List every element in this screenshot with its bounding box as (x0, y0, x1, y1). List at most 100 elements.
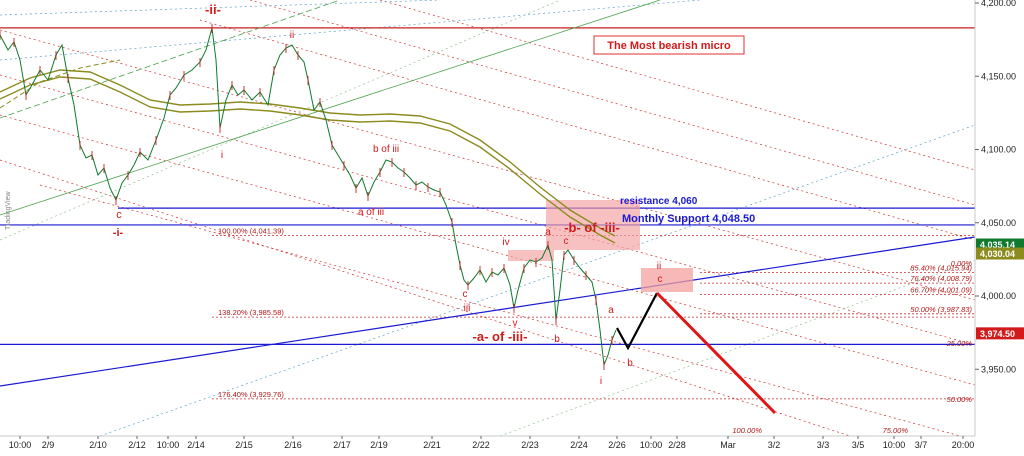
fib-label-5: 66.70% (4,001.09) (910, 285, 972, 294)
fib-label-4: 76.40% (4,008.79) (910, 274, 972, 283)
wave-label-4: -i- (113, 227, 124, 239)
wave-label-8: a (545, 227, 551, 238)
time-tick-6: 2/15 (235, 440, 253, 450)
price-badge-bg-2 (976, 327, 1024, 340)
wave-label-1: ii (290, 30, 294, 41)
wave-label-10: -b- of -iii- (564, 220, 620, 235)
time-tick-12: 2/23 (521, 440, 539, 450)
channel-label-2: 50.00% (947, 395, 973, 404)
wave-label-2: i (221, 150, 223, 161)
channel-line-5 (249, 0, 976, 206)
price-badge-bg-1 (976, 247, 1024, 260)
price-candles-down (0, 24, 613, 370)
wave-label-20: c (658, 274, 663, 285)
channel-line-11 (0, 0, 561, 241)
time-tick-13: 2/24 (570, 440, 588, 450)
price-tick-1: 4,150.00 (981, 71, 1016, 81)
channel-line-3 (39, 184, 976, 441)
wave-label-6: a of iii (358, 207, 384, 218)
chart-title: The Most bearish micro (607, 40, 731, 52)
time-tick-18: 3/2 (768, 440, 781, 450)
time-tick-8: 2/17 (333, 440, 351, 450)
time-tick-20: 3/5 (852, 440, 865, 450)
zone-b-of-iii[interactable] (546, 200, 640, 250)
wave-label-0: -ii- (205, 2, 221, 17)
moving-average-line[interactable] (0, 69, 616, 237)
time-tick-19: 3/3 (817, 440, 830, 450)
time-tick-23: 20:00 (952, 440, 975, 450)
wave-label-15: b (554, 334, 560, 345)
time-tick-15: 10:00 (640, 440, 663, 450)
fib-labels: 100.00% (4,041.39) 138.20% (3,985.58) 176.… (218, 226, 972, 399)
price-series[interactable] (0, 27, 617, 366)
wave-label-12: iii (464, 303, 471, 314)
channel-label-3: 75.00% (883, 426, 909, 435)
price-badges: 4,035.144,030.04 3,974.50 (976, 238, 1024, 340)
fib-label-2: 176.40% (3,929.76) (218, 390, 284, 399)
wave-label-16: a (608, 305, 614, 316)
rising-blue-trendline[interactable] (0, 236, 976, 387)
price-badge-0: 4,035.14 (980, 240, 1015, 250)
projection-red[interactable] (655, 291, 777, 415)
fib-label-1: 138.20% (3,985.58) (218, 308, 284, 317)
fib-label-3: 85.40% (4,015.94) (910, 264, 972, 273)
zone-ii[interactable] (641, 268, 693, 292)
time-tick-21: 10:00 (883, 440, 906, 450)
price-tick-5: 3,950.00 (981, 364, 1016, 374)
channel-line-0 (0, 29, 976, 301)
price-tick-0: 4,200.00 (981, 0, 1016, 8)
price-axis[interactable] (975, 0, 1024, 451)
resistance-label: resistance 4,060 (620, 196, 698, 207)
time-tick-10: 2/21 (423, 440, 441, 450)
time-tick-1: 2/9 (42, 440, 55, 450)
time-tick-0: 10:00 (9, 440, 32, 450)
monthly-support-label: Monthly Support 4,048.50 (622, 213, 755, 225)
wave-label-11: c (463, 289, 468, 300)
price-tick-2: 4,100.00 (981, 145, 1016, 155)
time-tick-3: 2/12 (128, 440, 146, 450)
channel-line-7 (379, 0, 976, 171)
time-tick-22: 3/7 (915, 440, 928, 450)
price-badge-2: 3,974.50 (980, 329, 1015, 339)
wave-label-17: b (627, 358, 633, 369)
channel-line-6 (0, 159, 851, 437)
wave-label-3: c (116, 209, 122, 221)
time-tick-16: 2/28 (668, 440, 686, 450)
time-tick-9: 2/19 (370, 440, 388, 450)
time-tick-5: 2/14 (187, 440, 205, 450)
title-box (593, 35, 745, 55)
zone-iv[interactable] (508, 250, 554, 261)
fib-label-0: 100.00% (4,041.39) (218, 226, 284, 235)
wave-label-18: i (600, 376, 602, 387)
time-tick-2: 2/10 (89, 440, 107, 450)
time-tick-11: 2/22 (472, 440, 490, 450)
plot-area[interactable] (0, 0, 975, 436)
time-tick-7: 2/16 (284, 440, 302, 450)
channel-line-4 (199, 19, 976, 241)
price-axis-ticks: 4,200.00 4,150.00 4,100.00 4,050.00 4,000.00… (975, 0, 1016, 374)
channel-line-8 (0, 0, 441, 16)
channel-lines (0, 0, 976, 441)
channel-label-0: 0.00% (951, 259, 973, 268)
moving-average-line-2[interactable] (0, 76, 616, 244)
wave-label-7: iv (502, 237, 509, 248)
wave-label-9: c (564, 236, 569, 247)
green-trendline-upper[interactable] (0, 0, 341, 119)
green-trendline-lower[interactable] (0, 0, 661, 216)
price-tick-4: 4,000.00 (981, 291, 1016, 301)
price-tick-3: 4,050.00 (981, 218, 1016, 228)
fib-label-6: 50.00% (3,987.83) (910, 305, 972, 314)
time-axis[interactable] (0, 436, 975, 451)
time-tick-4: 10:00 (157, 440, 180, 450)
wave-label-14: -a- of -iii- (473, 329, 528, 344)
projection-black[interactable] (616, 292, 658, 351)
channel-label-4: 100.00% (732, 426, 762, 435)
time-tick-17: Mar (720, 440, 736, 450)
channel-line-2 (0, 114, 976, 386)
ma-dashed (0, 59, 121, 109)
channel-percent-labels: 0.00% 25.00% 50.00% 75.00% 100.00% (732, 259, 972, 435)
time-tick-14: 2/26 (608, 440, 626, 450)
